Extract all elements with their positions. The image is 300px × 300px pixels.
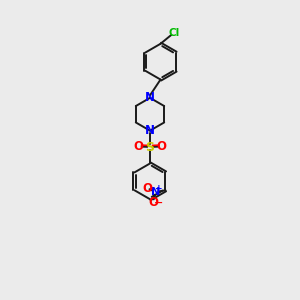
Text: O: O	[149, 196, 159, 208]
Text: O: O	[142, 182, 152, 195]
Text: O: O	[157, 140, 166, 153]
Text: N: N	[145, 91, 155, 104]
Text: S: S	[146, 141, 154, 154]
Text: Cl: Cl	[168, 28, 179, 38]
Text: N: N	[151, 187, 160, 197]
Text: N: N	[145, 124, 155, 137]
Text: −: −	[154, 198, 163, 208]
Text: O: O	[134, 140, 143, 153]
Text: +: +	[155, 184, 163, 193]
